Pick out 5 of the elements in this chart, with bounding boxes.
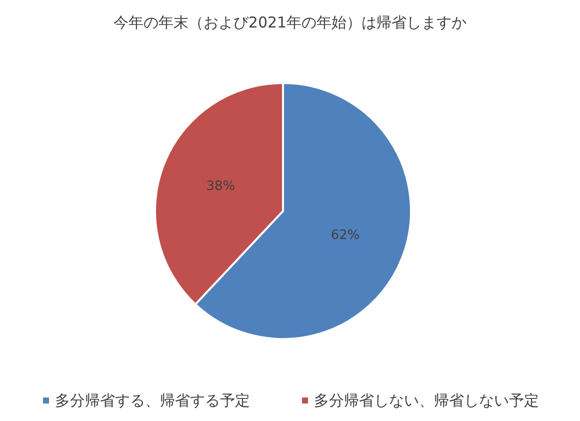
data-label: 62% — [330, 228, 360, 244]
chart-title: 今年の年末（および2021年の年始）は帰省しますか — [113, 14, 467, 32]
data-label: 38% — [206, 178, 236, 194]
legend-label: 多分帰省しない、帰省しない予定 — [314, 392, 539, 410]
legend-label: 多分帰省する、帰省する予定 — [55, 392, 250, 410]
